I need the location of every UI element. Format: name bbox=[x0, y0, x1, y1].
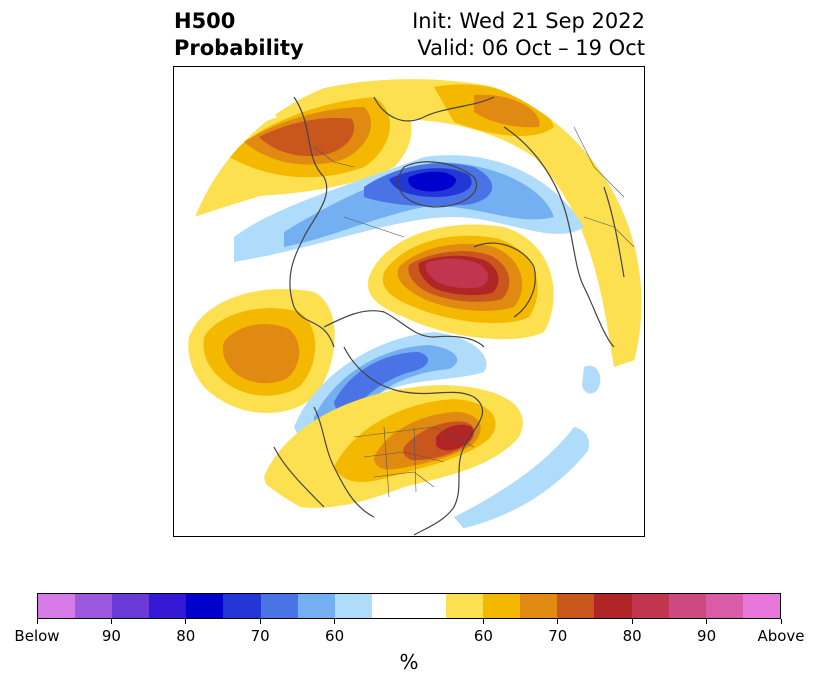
border bbox=[573, 126, 625, 198]
borders bbox=[313, 126, 635, 498]
coastline bbox=[273, 446, 325, 508]
coastline bbox=[289, 96, 335, 348]
border bbox=[353, 426, 475, 448]
colorbar-segment bbox=[483, 594, 521, 618]
colorbar-tick bbox=[706, 619, 708, 624]
colorbar-segment bbox=[38, 594, 76, 618]
coastline bbox=[323, 310, 485, 348]
coastline bbox=[343, 346, 484, 536]
colorbar-segment bbox=[705, 594, 743, 618]
above-region bbox=[474, 94, 540, 128]
below-region bbox=[334, 352, 429, 414]
border bbox=[313, 146, 355, 168]
colorbar-segment bbox=[297, 594, 335, 618]
colorbar-segment bbox=[75, 594, 113, 618]
colorbar-segment bbox=[594, 594, 632, 618]
colorbar-segment bbox=[186, 594, 224, 618]
colorbar-tick bbox=[334, 619, 336, 624]
colorbar-tick-label: 70 bbox=[548, 627, 568, 645]
border bbox=[413, 426, 417, 493]
coastline bbox=[373, 96, 495, 122]
colorbar-segment bbox=[668, 594, 706, 618]
coastline bbox=[473, 242, 536, 318]
chart-title: H500 Probability bbox=[174, 8, 304, 62]
above-region bbox=[425, 258, 489, 289]
border bbox=[383, 426, 390, 498]
init-date: Init: Wed 21 Sep 2022 bbox=[412, 9, 645, 33]
colorbar-tick bbox=[110, 619, 112, 624]
below-region bbox=[582, 365, 601, 394]
colorbar-tick-label: 60 bbox=[473, 627, 493, 645]
colorbar-segment bbox=[557, 594, 595, 618]
title-variable: H500 bbox=[174, 9, 236, 33]
colorbar-tick-label: 60 bbox=[325, 627, 345, 645]
anomaly-contours bbox=[188, 79, 642, 529]
border bbox=[583, 216, 635, 248]
below-region bbox=[408, 171, 457, 192]
colorbar-tick bbox=[557, 619, 559, 624]
colorbar-tick bbox=[185, 619, 187, 624]
colorbar-segment bbox=[334, 594, 372, 618]
coastline bbox=[397, 161, 478, 208]
valid-range: Valid: 06 Oct – 19 Oct bbox=[417, 36, 645, 60]
colorbar-segment bbox=[112, 594, 150, 618]
colorbar-tick-label: 90 bbox=[697, 627, 717, 645]
colorbar-segment bbox=[446, 594, 484, 618]
colorbar bbox=[37, 593, 781, 619]
coastline bbox=[503, 126, 615, 348]
colorbar-segment bbox=[520, 594, 558, 618]
coastline bbox=[313, 406, 375, 518]
colorbar-segment bbox=[149, 594, 187, 618]
colorbar-tick bbox=[631, 619, 633, 624]
colorbar-tick-label: 90 bbox=[101, 627, 121, 645]
colorbar-tick bbox=[780, 619, 782, 624]
colorbar-tick-label: 80 bbox=[176, 627, 196, 645]
border bbox=[343, 216, 405, 238]
coastline bbox=[603, 186, 625, 278]
map-svg bbox=[177, 70, 643, 536]
colorbar-tick-label: Above bbox=[757, 627, 805, 645]
colorbar-tick-label: Below bbox=[14, 627, 60, 645]
chart-dates: Init: Wed 21 Sep 2022 Valid: 06 Oct – 19… bbox=[412, 8, 645, 62]
above-region bbox=[259, 117, 355, 157]
colorbar-tick bbox=[259, 619, 261, 624]
colorbar-segment bbox=[742, 594, 780, 618]
below-region bbox=[454, 427, 589, 529]
colorbar-tick bbox=[482, 619, 484, 624]
colorbar-tick-label: 80 bbox=[622, 627, 642, 645]
projection-boundary bbox=[177, 70, 643, 536]
above-region bbox=[222, 324, 300, 384]
probability-map bbox=[173, 66, 645, 537]
colorbar-unit: % bbox=[399, 650, 419, 674]
colorbar-segment bbox=[223, 594, 261, 618]
coastlines bbox=[273, 96, 625, 536]
colorbar-segment bbox=[260, 594, 298, 618]
border bbox=[363, 451, 445, 463]
colorbar-segment bbox=[631, 594, 669, 618]
above-region bbox=[264, 79, 642, 367]
title-type: Probability bbox=[174, 36, 304, 60]
colorbar-tick bbox=[36, 619, 38, 624]
colorbar-segment bbox=[371, 594, 447, 618]
colorbar-tick-label: 70 bbox=[250, 627, 270, 645]
